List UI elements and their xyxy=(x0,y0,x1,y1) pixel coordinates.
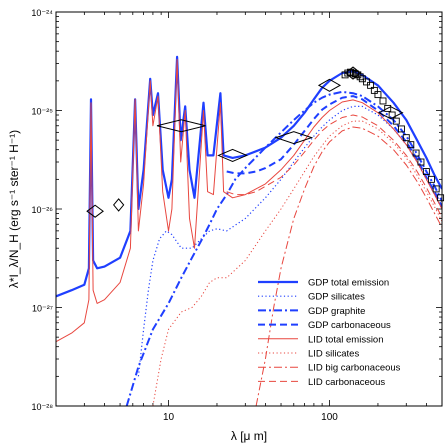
observation-square xyxy=(437,194,445,202)
legend-label: LID silicates xyxy=(308,349,359,360)
observation-square xyxy=(422,168,430,175)
legend-label: LID carbonaceous xyxy=(308,377,385,388)
observation-square xyxy=(354,71,362,79)
observation-square xyxy=(417,158,425,166)
tick-marks xyxy=(55,12,443,407)
observation-square xyxy=(402,134,410,142)
observation-square xyxy=(428,175,435,183)
observation-square xyxy=(392,117,400,125)
series-layer xyxy=(56,55,442,406)
observation-diamond xyxy=(377,106,404,120)
series-line xyxy=(152,120,442,406)
y-tick-label: 10⁻²⁷ xyxy=(32,304,53,314)
observation-square xyxy=(384,104,392,112)
observation-square xyxy=(379,97,387,105)
observation-diamond xyxy=(217,148,249,162)
observation-square xyxy=(356,73,364,81)
series-line xyxy=(56,58,442,343)
legend: GDP total emission GDP silicates GDP graph… xyxy=(258,278,401,388)
y-tick-label: 10⁻²⁶ xyxy=(32,205,54,215)
series-line xyxy=(125,90,442,406)
y-axis-label: λ*I_λ/N_H (erg s⁻¹ ster⁻¹ H⁻¹) xyxy=(7,130,21,288)
series-line xyxy=(255,126,442,406)
legend-label: LID total emission xyxy=(308,334,384,345)
observation-square xyxy=(374,91,382,99)
observation-square xyxy=(398,125,405,133)
y-tick-label: 10⁻²⁴ xyxy=(31,8,53,18)
x-axis-label: λ [μ m] xyxy=(231,429,267,443)
series-line xyxy=(56,55,442,298)
observation-diamond xyxy=(317,78,342,92)
x-tick-label: 10 xyxy=(163,412,175,423)
plot-frame xyxy=(55,11,443,407)
observation-square xyxy=(370,86,378,94)
observation-square xyxy=(432,185,440,193)
series-line xyxy=(137,105,442,377)
observation-square xyxy=(349,69,357,77)
observation-square xyxy=(367,81,375,89)
legend-label: LID big carbonaceous xyxy=(308,363,401,374)
observation-diamond xyxy=(156,119,206,133)
legend-label: GDP silicates xyxy=(308,292,365,303)
observation-diamond xyxy=(112,198,125,212)
series-line xyxy=(226,114,442,218)
y-tick-label: 10⁻²⁵ xyxy=(32,107,54,117)
legend-label: GDP carbonaceous xyxy=(308,320,391,331)
legend-label: GDP graphite xyxy=(308,306,365,317)
legend-label: GDP total emission xyxy=(308,278,389,289)
series-line xyxy=(226,95,442,208)
observation-diamond xyxy=(274,131,314,145)
x-tick-label: 100 xyxy=(321,412,338,423)
observation-square xyxy=(388,111,396,119)
observations-layer xyxy=(86,66,445,218)
tick-labels: 10 100 10⁻²⁸ 10⁻²⁷ 10⁻²⁶ 10⁻²⁵ 10⁻²⁴ xyxy=(31,8,338,423)
observation-square xyxy=(412,149,420,157)
observation-square xyxy=(407,141,415,149)
observation-diamond xyxy=(86,204,104,218)
observation-square xyxy=(347,68,354,76)
y-tick-label: 10⁻²⁸ xyxy=(31,402,53,412)
